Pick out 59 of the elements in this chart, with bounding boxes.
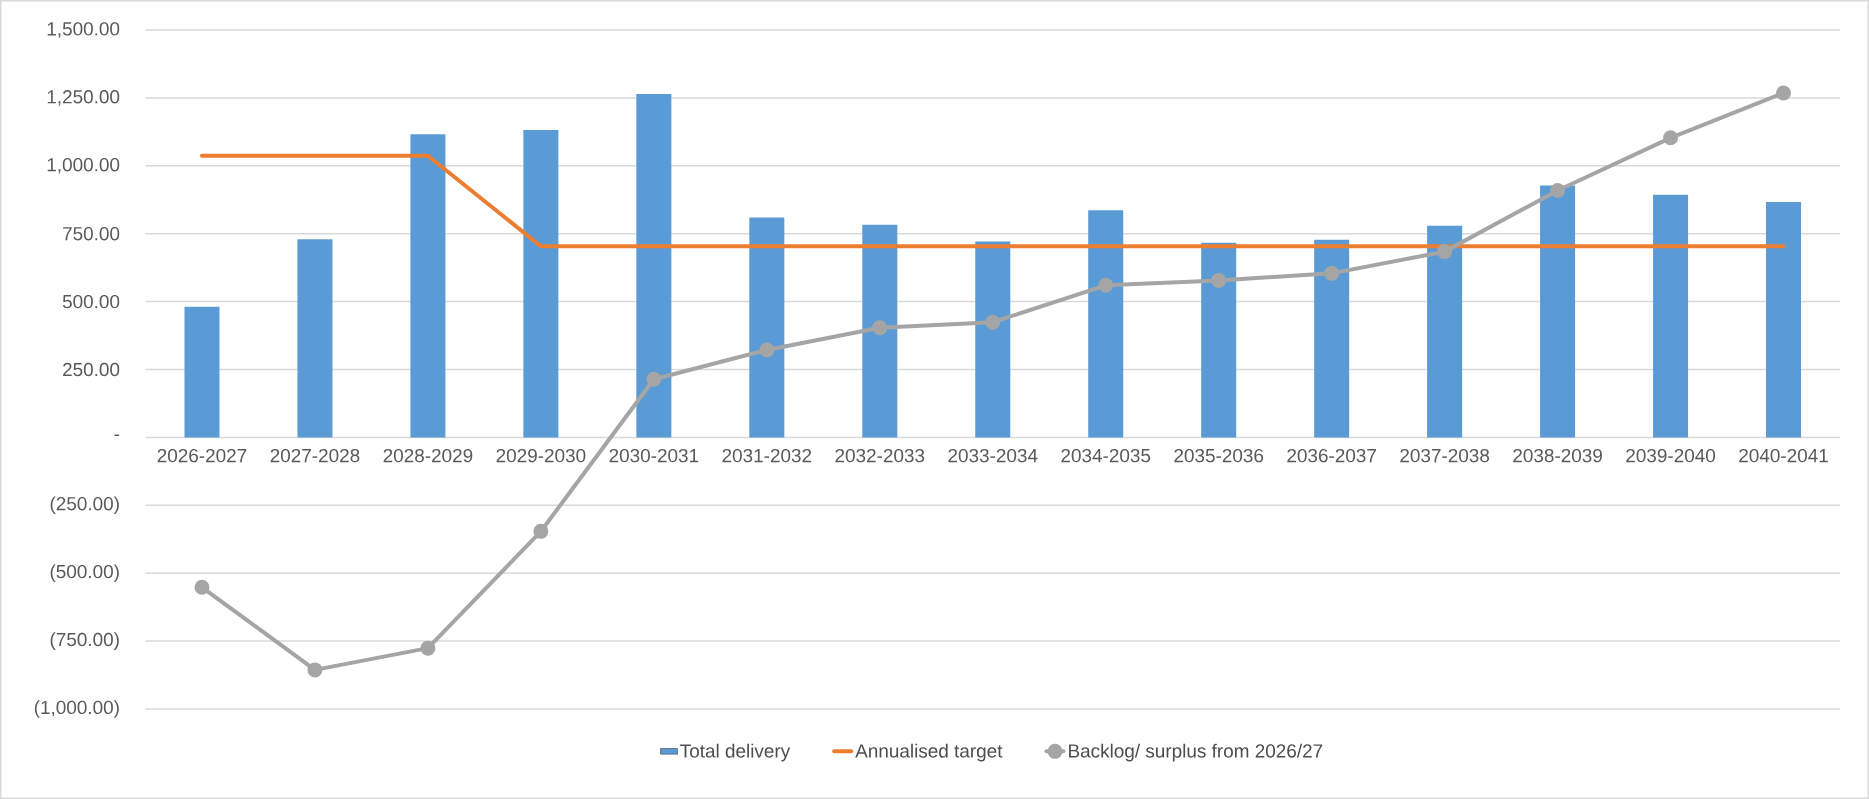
bar xyxy=(1314,239,1350,438)
legend-label: Total delivery xyxy=(680,743,791,762)
x-tick-label: 2031-2032 xyxy=(722,448,812,463)
bar xyxy=(523,129,559,438)
point xyxy=(1324,265,1340,281)
bar xyxy=(410,134,446,438)
x-tick-label: 2034-2035 xyxy=(1061,448,1151,463)
legend-label: Backlog/ surplus from 2026/27 xyxy=(1069,743,1323,762)
point xyxy=(985,314,1001,330)
point xyxy=(1098,277,1114,293)
y-tick-label: - xyxy=(114,434,120,436)
x-tick-label: 2026-2027 xyxy=(157,448,247,463)
y-tick-label: 250.00 xyxy=(63,362,120,377)
point xyxy=(1437,244,1453,260)
x-tick-label: 2040-2041 xyxy=(1739,448,1828,463)
y-tick-label: 750.00 xyxy=(63,226,120,241)
x-tick-label: 2038-2039 xyxy=(1513,448,1602,463)
x-tick-label: 2035-2036 xyxy=(1174,448,1264,463)
x-tick-label: 2027-2028 xyxy=(270,448,360,463)
point xyxy=(533,523,549,539)
point xyxy=(194,579,210,595)
x-tick-label: 2032-2033 xyxy=(835,448,925,463)
x-tick-label: 2033-2034 xyxy=(948,448,1038,463)
y-tick-label: 1,000.00 xyxy=(47,157,120,174)
bar xyxy=(749,217,785,438)
bar xyxy=(1427,225,1463,438)
x-tick-label: 2029-2030 xyxy=(496,448,586,463)
point xyxy=(1211,272,1227,288)
x-tick-label: 2037-2038 xyxy=(1400,448,1490,463)
bar xyxy=(1088,210,1124,438)
bar xyxy=(1540,185,1576,438)
legend-label: Annualised target xyxy=(855,743,1003,762)
y-tick-label: 1,500.00 xyxy=(47,22,120,38)
point xyxy=(420,640,436,656)
x-tick-label: 2036-2037 xyxy=(1287,448,1376,463)
x-tick-label: 2039-2040 xyxy=(1626,448,1716,463)
y-tick-label: 1,250.00 xyxy=(47,90,120,106)
bar xyxy=(636,94,672,438)
point xyxy=(872,320,888,336)
bar xyxy=(1201,242,1237,438)
point xyxy=(307,662,323,678)
y-tick-label: (1,000.00) xyxy=(34,700,119,718)
y-tick-label: 500.00 xyxy=(62,294,120,309)
x-tick-label: 2028-2029 xyxy=(383,448,473,463)
point xyxy=(1776,85,1792,101)
bar xyxy=(1766,201,1802,438)
y-tick-label: (750.00) xyxy=(50,632,119,650)
x-tick-label: 2030-2031 xyxy=(609,448,699,463)
point xyxy=(1550,183,1566,199)
y-tick-label: (500.00) xyxy=(50,564,119,583)
bar xyxy=(1653,194,1689,438)
point xyxy=(759,342,775,358)
y-tick-label: (250.00) xyxy=(50,496,119,515)
point xyxy=(1663,130,1679,146)
bar xyxy=(184,306,220,438)
bar xyxy=(862,224,898,438)
bar xyxy=(297,239,333,438)
point xyxy=(646,371,662,387)
bar xyxy=(975,241,1011,438)
